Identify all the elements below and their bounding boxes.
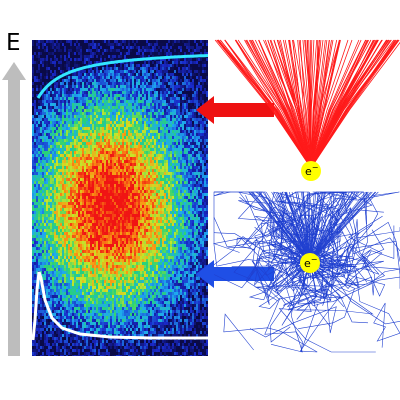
intensity-heatmap xyxy=(32,40,208,356)
electron-bottom-label: e xyxy=(304,257,311,270)
red-arrow-icon xyxy=(196,96,274,124)
energy-axis-arrow xyxy=(2,62,26,356)
back-scatter-trajectories xyxy=(212,191,400,353)
electron-bottom-marker: e− xyxy=(300,253,320,273)
forward-scatter-trajectories xyxy=(214,39,400,169)
electron-bottom-charge: − xyxy=(311,255,318,264)
energy-axis-label: E xyxy=(6,30,21,56)
electron-top-label: e xyxy=(305,165,312,178)
white-loss-curve xyxy=(31,271,208,341)
blue-arrow-icon xyxy=(196,260,274,288)
cyan-dispersion-curve xyxy=(36,54,209,99)
electron-top-marker: e− xyxy=(301,161,321,181)
electron-top-charge: − xyxy=(312,163,319,172)
